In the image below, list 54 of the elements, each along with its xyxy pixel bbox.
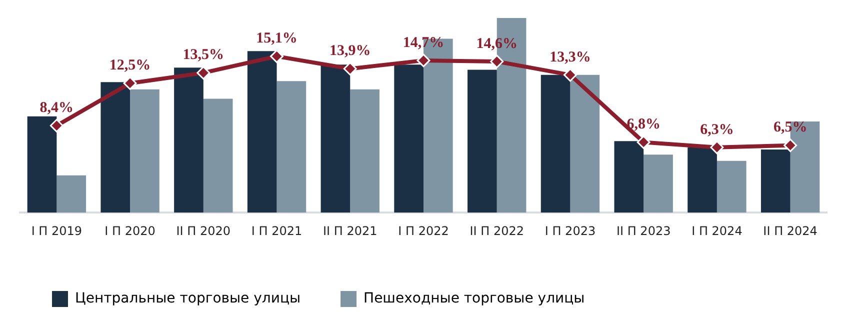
legend-label: Пешеходные торговые улицы [364, 290, 585, 307]
bar [350, 89, 380, 213]
data-label: 6,3% [700, 122, 734, 138]
x-tick-label: II П 2022 [470, 224, 524, 238]
data-label: 13,5% [182, 47, 224, 64]
bar [540, 74, 570, 213]
bar [760, 149, 790, 213]
bar [247, 51, 277, 213]
x-tick-label: II П 2021 [322, 224, 378, 238]
legend-label: Центральные торговые улицы [75, 290, 301, 307]
bar [570, 74, 600, 213]
data-label: 13,3% [550, 49, 591, 66]
data-label: 14,6% [476, 36, 518, 52]
point [563, 68, 577, 82]
x-tick-label: II П 2023 [616, 224, 671, 238]
point [636, 135, 650, 149]
point [416, 54, 430, 68]
data-label: 14,7% [402, 34, 444, 51]
point [50, 118, 64, 132]
x-tick-label: II П 2020 [176, 224, 231, 238]
point [270, 50, 284, 64]
point [123, 76, 137, 90]
data-label: 8,4% [40, 100, 74, 116]
bar [688, 147, 717, 213]
point [490, 54, 504, 68]
x-tick-label: I П 2019 [31, 224, 82, 238]
bar [716, 160, 746, 213]
data-label: 13,9% [330, 43, 371, 60]
data-label: 15,1% [256, 30, 298, 47]
point [784, 138, 798, 152]
x-tick-label: II П 2024 [763, 224, 818, 238]
bar [56, 175, 86, 213]
bar [130, 89, 160, 213]
point [196, 66, 210, 80]
bar [614, 141, 644, 213]
bar [100, 82, 130, 213]
data-label: 6,5% [773, 120, 808, 136]
data-label: 12,5% [109, 58, 151, 74]
x-tick-label: I П 2021 [251, 224, 302, 238]
data-label: 6,8% [626, 116, 660, 133]
x-tick-label: I П 2023 [544, 224, 596, 238]
bar [174, 68, 204, 213]
x-tick-label: I П 2020 [104, 224, 156, 238]
bar [320, 64, 350, 213]
x-tick-label: I П 2024 [692, 224, 742, 238]
bar [276, 81, 306, 213]
x-tick-label: I П 2022 [398, 224, 449, 238]
point [710, 140, 724, 154]
bar [468, 70, 497, 213]
point [343, 62, 357, 76]
bar [644, 154, 673, 213]
bar [27, 116, 57, 213]
bar [203, 98, 233, 213]
bar [394, 64, 424, 213]
